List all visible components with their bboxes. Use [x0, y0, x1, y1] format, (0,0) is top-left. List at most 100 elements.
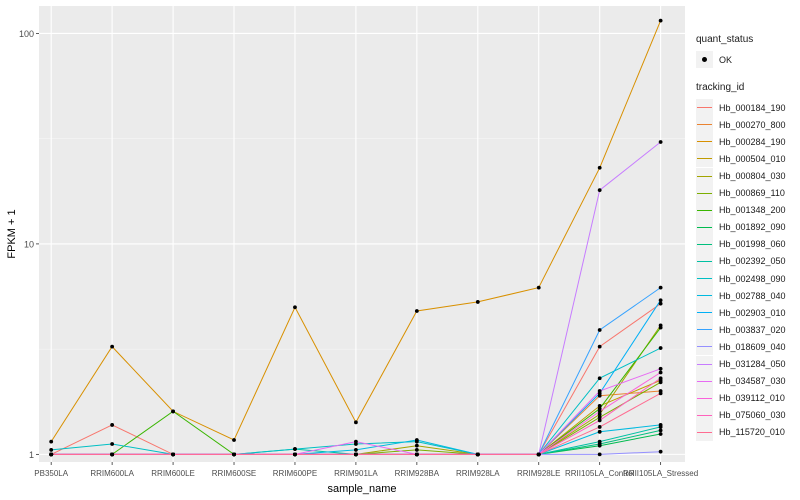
legend-line [697, 380, 712, 382]
data-point [597, 165, 602, 170]
data-point [49, 439, 54, 444]
legend-label: Hb_000184_190 [719, 102, 786, 113]
data-point [597, 415, 602, 420]
data-point [658, 376, 663, 381]
legend-key [696, 355, 713, 373]
x-tick-label: RRIM600PE [273, 469, 317, 478]
x-tick-label: RRIM600LA [90, 469, 134, 478]
data-point [536, 285, 541, 290]
legend-label: Hb_002498_090 [719, 273, 786, 284]
legend-key [696, 184, 713, 202]
legend-line [697, 158, 712, 160]
legend-line [697, 312, 712, 314]
legend-line [697, 414, 712, 416]
data-point [597, 376, 602, 381]
grid-minor [39, 138, 685, 350]
legend-dot [702, 57, 707, 63]
x-tick-label: RRIM928LE [517, 469, 561, 478]
legend-label: Hb_001998_060 [719, 239, 786, 250]
legend-key [696, 201, 713, 219]
data-point [110, 442, 115, 446]
legend-label: Hb_115720_010 [719, 427, 785, 438]
data-point [49, 452, 54, 457]
legend-line [697, 278, 712, 280]
legend-key [696, 150, 713, 168]
legend-key [696, 235, 713, 253]
data-point [414, 438, 419, 442]
data-point [597, 328, 602, 332]
legend-label: Hb_075060_030 [719, 410, 786, 421]
data-point [171, 452, 175, 457]
legend-key [696, 167, 713, 185]
legend-item: Hb_001998_060 [696, 235, 800, 253]
x-tick-label: RRIM600SE [212, 469, 256, 478]
legend-label: Hb_002903_010 [719, 307, 786, 318]
legend-item: Hb_002498_090 [696, 270, 800, 288]
grid-major [39, 6, 685, 462]
legend-item: Hb_002392_050 [696, 252, 800, 270]
legend-label: Hb_000504_010 [719, 153, 786, 164]
x-tick-label: PB350LA [34, 469, 68, 478]
legend-line [697, 346, 712, 348]
legend-key [696, 133, 713, 151]
legend-label: Hb_000804_030 [719, 171, 786, 182]
data-point [658, 301, 663, 306]
data-point [49, 448, 54, 452]
legend-item: Hb_001348_200 [696, 201, 800, 219]
legend-item: Hb_000804_030 [696, 167, 800, 185]
data-point [658, 366, 663, 371]
legend-line [697, 107, 712, 109]
legend-line [697, 329, 712, 331]
data-point [293, 452, 297, 457]
legend-label: OK [719, 54, 733, 65]
legend-line [697, 243, 712, 245]
legend-item: Hb_031284_050 [696, 355, 800, 373]
legend-label: Hb_031284_050 [719, 359, 786, 370]
legend-label: Hb_039112_010 [719, 393, 785, 404]
data-point [110, 344, 115, 349]
legend-key [696, 51, 713, 69]
data-point [475, 300, 480, 304]
data-point [597, 412, 602, 417]
data-point [658, 285, 663, 290]
x-tick-label: RRIM928LA [456, 469, 500, 478]
legend-key [696, 321, 713, 339]
legend-label: Hb_002788_040 [719, 290, 786, 301]
x-axis: PB350LA RRIM600LA RRIM600LE RRIM600SE RRIM60… [34, 462, 698, 478]
legend-line [697, 175, 712, 177]
legend-color-title: tracking_id [696, 82, 745, 94]
legend-key [696, 252, 713, 270]
legend-label: Hb_018609_040 [719, 341, 786, 352]
data-point [414, 443, 419, 448]
legend-label: Hb_001892_090 [719, 222, 786, 233]
data-point [110, 423, 115, 427]
legend-shape-group: OK [696, 51, 800, 69]
data-point [597, 406, 602, 411]
data-point [658, 140, 663, 144]
data-point [475, 452, 480, 457]
legend-line [697, 124, 712, 126]
y-tick-label: 100 [19, 29, 34, 39]
legend-key [696, 406, 713, 424]
x-tick-label: RRII105LA_Stressed [623, 469, 698, 478]
x-tick-label: RRIM901LA [334, 469, 378, 478]
legend-key [696, 338, 713, 356]
data-point [658, 18, 663, 23]
data-point [597, 188, 602, 193]
legend-key [696, 372, 713, 390]
panel-background [39, 6, 685, 462]
data-point [658, 449, 663, 454]
legend-line [697, 363, 712, 365]
x-tick-label: RRIM600LE [151, 469, 195, 478]
legend-line [697, 226, 712, 228]
data-point [597, 403, 602, 408]
legend-item: Hb_000504_010 [696, 150, 800, 168]
legend-item: Hb_039112_010 [696, 389, 800, 407]
legend-key [696, 99, 713, 117]
legend-line [697, 295, 712, 297]
legend-item: Hb_000869_110 [696, 184, 800, 202]
legend-key [696, 270, 713, 288]
y-axis-title: FPKM + 1 [6, 209, 18, 258]
data-point [658, 325, 663, 330]
